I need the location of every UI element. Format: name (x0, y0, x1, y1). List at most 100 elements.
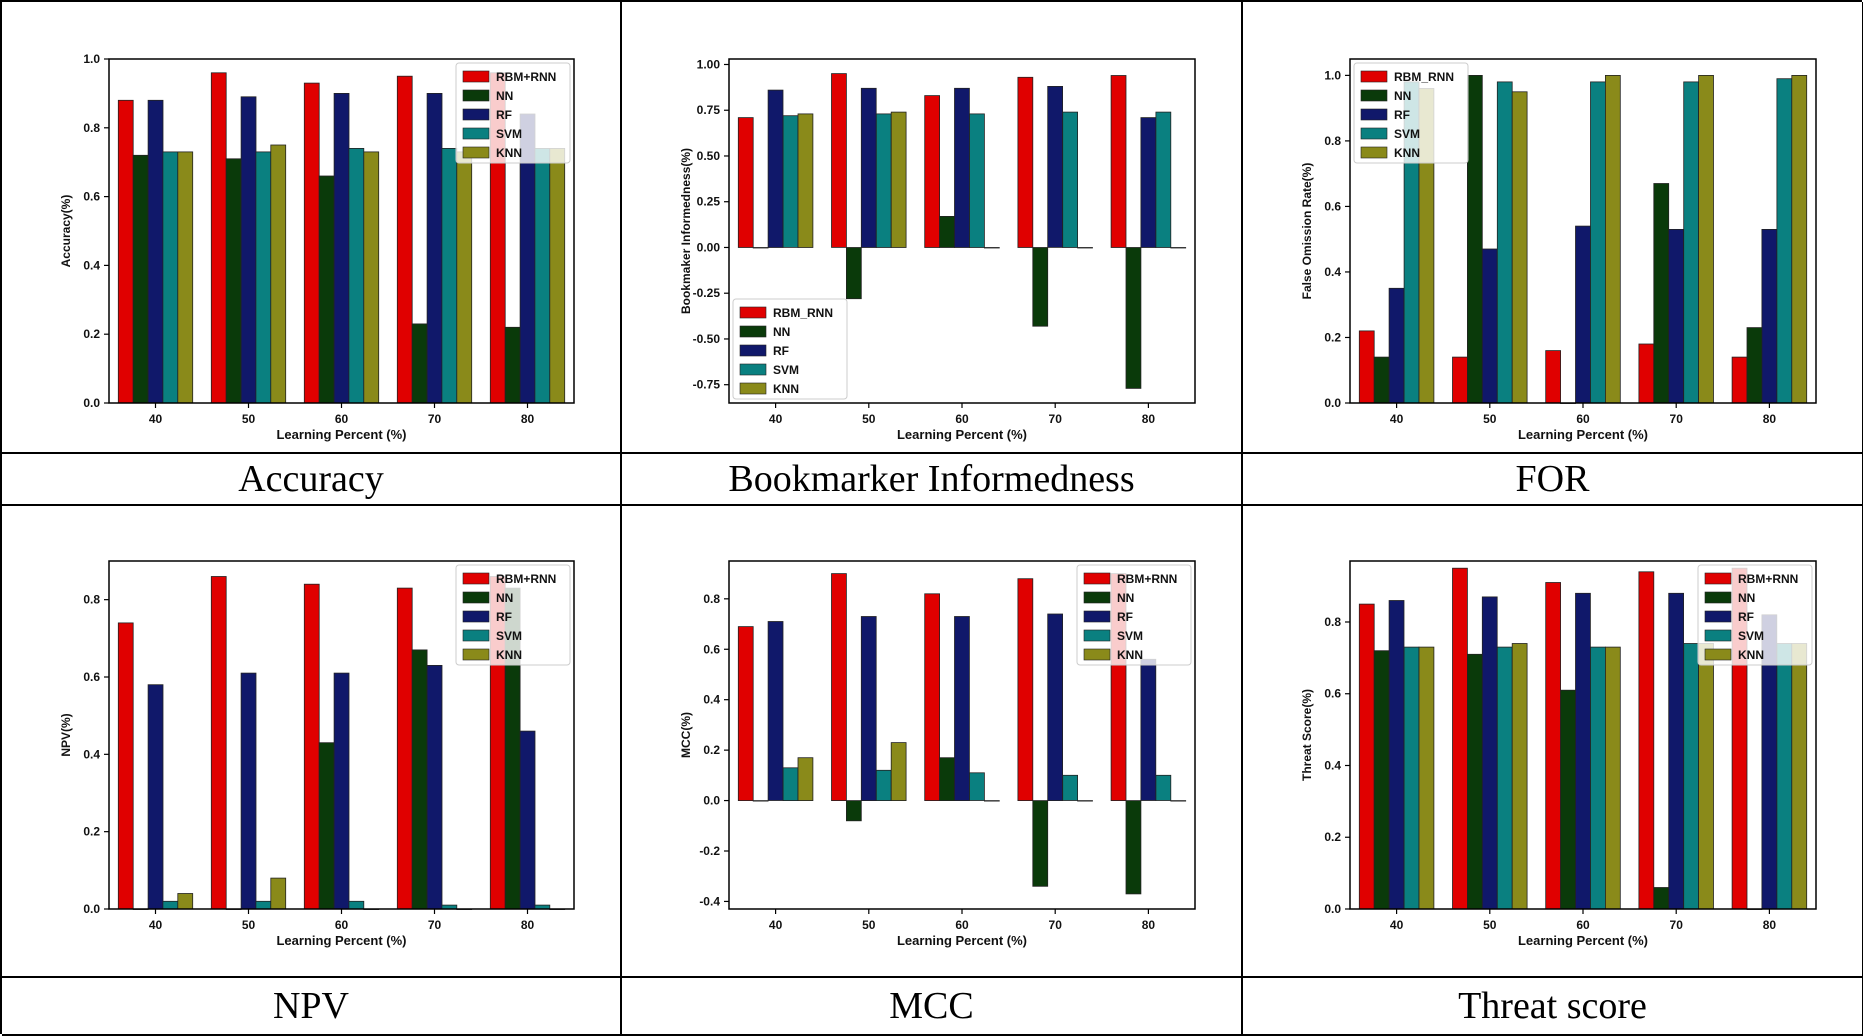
legend-swatch (462, 70, 490, 83)
bar-nn-70 (411, 323, 428, 404)
bar-knn-70 (456, 151, 473, 404)
chart-false-omission-rate: 0.0 0.2 0.4 0.6 0.8 1.0 40 50 60 70 80 Learning Per… (1300, 58, 1817, 442)
bar-rbm-rnn-80 (1731, 356, 1748, 404)
legend-swatch (462, 89, 490, 102)
bar-rf-60 (1575, 225, 1591, 404)
bar-knn-60 (1604, 75, 1621, 404)
bar-knn-70 (1077, 800, 1093, 802)
y-tick-label: 1.00 (697, 57, 721, 71)
x-tick-label: 60 (955, 918, 969, 932)
y-tick-label: 0.6 (1324, 687, 1341, 701)
legend-label: NN (773, 325, 790, 339)
bar-svm-50 (255, 900, 272, 910)
chart-cell-mcc: -0.4 -0.2 0.0 0.2 0.4 0.6 0.8 40 50 60 70 80 Learnin… (622, 506, 1243, 978)
bar-nn-60 (318, 175, 335, 404)
chart-cell-informedness: -0.75 -0.50 -0.25 0.00 0.25 0.50 0.75 1.00 40 50 6… (622, 2, 1243, 454)
bar-rf-70 (1047, 613, 1064, 802)
legend-swatch (462, 648, 490, 661)
y-tick-label: 0.0 (1324, 902, 1341, 916)
y-tick-label: -0.25 (693, 286, 721, 300)
y-tick-label: 0.0 (83, 396, 100, 410)
bar-nn-40 (132, 154, 149, 404)
legend-label: RBM_RNN (773, 306, 833, 320)
legend-swatch (1360, 108, 1388, 121)
bar-knn-50 (270, 877, 287, 910)
x-tick-label: 60 (1576, 412, 1590, 426)
bar-rbm-rnn-40 (1358, 330, 1375, 404)
y-tick-label: 0.8 (83, 121, 100, 135)
bar-nn-60 (318, 742, 335, 910)
y-axis-label: NPV(%) (59, 713, 73, 756)
bar-knn-40 (797, 113, 814, 248)
x-tick-label: 50 (862, 918, 876, 932)
y-tick-label: 0.2 (1324, 330, 1341, 344)
bar-svm-80 (1776, 643, 1793, 910)
legend-swatch (462, 127, 490, 140)
bar-nn-50 (225, 158, 242, 404)
caption-npv: NPV (2, 978, 622, 1036)
y-tick-label: 0.4 (1324, 758, 1341, 772)
bar-knn-80 (1170, 800, 1187, 802)
x-axis-label: Learning Percent (%) (1518, 427, 1648, 442)
bar-nn-60 (939, 757, 955, 801)
bar-nn-50 (845, 800, 862, 822)
x-tick-label: 80 (521, 412, 535, 426)
x-tick-label: 40 (1390, 918, 1404, 932)
y-tick-label: 0.0 (703, 794, 720, 808)
bar-nn-40 (1373, 356, 1390, 404)
bar-rbm-rnn-50 (831, 73, 847, 248)
y-axis-label: Bookmaker Informedness(%) (679, 148, 693, 314)
legend-swatch (1704, 629, 1732, 642)
bar-svm-50 (1496, 646, 1513, 910)
legend: RBM+RNN NN RF SVM KNN (455, 62, 571, 164)
legend: RBM_RNN NN RF SVM KNN (1353, 62, 1469, 164)
legend-label: KNN (496, 648, 522, 662)
x-tick-label: 80 (1142, 412, 1156, 426)
legend-swatch (1704, 648, 1732, 661)
bar-svm-40 (162, 900, 179, 910)
bar-rf-80 (1761, 228, 1778, 404)
bar-rf-60 (954, 87, 970, 248)
x-tick-label: 40 (149, 412, 163, 426)
bar-svm-60 (1590, 81, 1606, 404)
bar-rbm-rnn-70 (396, 587, 413, 910)
bar-nn-50 (845, 247, 862, 300)
x-axis-label: Learning Percent (%) (276, 427, 406, 442)
legend: RBM_RNN NN RF SVM KNN (732, 298, 848, 400)
bar-svm-60 (969, 772, 985, 801)
legend-swatch (1704, 610, 1732, 623)
x-tick-label: 50 (242, 918, 256, 932)
bar-rbm-rnn-60 (924, 95, 941, 248)
bar-nn-80 (1125, 247, 1142, 389)
legend-label: SVM (496, 629, 522, 643)
x-tick-label: 50 (862, 412, 876, 426)
legend-label: RF (496, 108, 512, 122)
legend-swatch (1083, 610, 1111, 623)
legend-label: NN (1394, 89, 1411, 103)
bar-knn-60 (1604, 646, 1621, 910)
chart-bookmaker-informedness: -0.75 -0.50 -0.25 0.00 0.25 0.50 0.75 1.00 40 50 6… (679, 57, 1196, 442)
bar-nn-50 (1466, 75, 1483, 404)
bar-rbm-rnn-70 (1638, 571, 1655, 910)
bar-rf-70 (1047, 86, 1064, 248)
legend-label: SVM (1738, 629, 1764, 643)
bar-rf-70 (1668, 592, 1685, 910)
bar-nn-40 (752, 800, 769, 802)
y-tick-label: 0.00 (697, 240, 721, 254)
bar-svm-60 (969, 113, 985, 248)
legend-swatch (1083, 591, 1111, 604)
chart-threat-score: 0.0 0.2 0.4 0.6 0.8 40 50 60 70 80 Learning Percen… (1300, 560, 1817, 948)
y-tick-label: 0.25 (697, 195, 721, 209)
bar-svm-50 (875, 113, 892, 248)
caption-for: FOR (1243, 454, 1863, 506)
legend-label: RBM_RNN (1394, 70, 1454, 84)
bar-svm-40 (782, 767, 799, 801)
legend-swatch (1704, 572, 1732, 585)
bar-rf-60 (333, 93, 350, 404)
bar-rbm-rnn-40 (737, 626, 754, 801)
legend-swatch (462, 591, 490, 604)
bar-nn-50 (1466, 653, 1483, 910)
legend-label: RF (496, 610, 512, 624)
x-tick-label: 60 (335, 412, 349, 426)
y-tick-label: 1.0 (1324, 68, 1341, 82)
